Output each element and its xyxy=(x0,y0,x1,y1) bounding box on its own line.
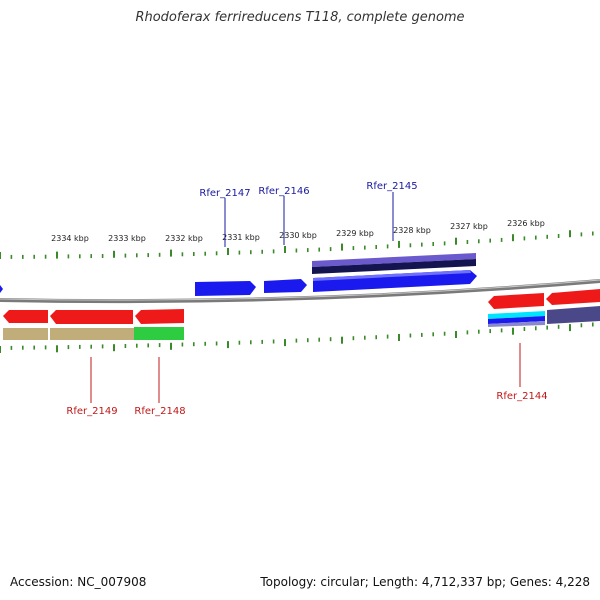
gene-product-bar xyxy=(488,316,545,324)
gene-product-bar xyxy=(488,311,545,319)
forward-gene-arrow[interactable] xyxy=(264,279,307,293)
reverse-gene-arrow[interactable] xyxy=(488,293,544,309)
kbp-label: 2329 kbp xyxy=(336,229,374,238)
kbp-label: 2332 kbp xyxy=(165,234,203,243)
accession-value: NC_007908 xyxy=(77,575,147,589)
genome-title: Rhodoferax ferrireducens T118, complete … xyxy=(135,10,465,25)
topology-info: Topology: circular; Length: 4,712,337 bp… xyxy=(260,575,590,589)
gene-product-bar xyxy=(134,327,184,340)
forward-gene-arrow[interactable] xyxy=(313,270,477,292)
reverse-gene-arrow[interactable] xyxy=(3,310,48,323)
forward-gene-arrow[interactable] xyxy=(0,285,3,293)
kbp-label: 2334 kbp xyxy=(51,234,89,243)
scale-ticks-bottom xyxy=(0,322,594,353)
gene-label-rfer-2147[interactable]: Rfer_2147 xyxy=(199,188,250,199)
forward-gene-shine xyxy=(313,270,471,281)
gene-product-bar xyxy=(312,253,476,267)
gene-label-rfer-2144[interactable]: Rfer_2144 xyxy=(496,391,547,402)
gene-label-rfer-2148[interactable]: Rfer_2148 xyxy=(134,406,185,417)
reverse-gene-arrow[interactable] xyxy=(50,310,133,324)
accession-info: Accession: NC_007908 xyxy=(10,575,146,589)
gene-label-rfer-2149[interactable]: Rfer_2149 xyxy=(66,406,117,417)
gene-product-bar xyxy=(488,321,545,327)
gene-product-bar xyxy=(547,306,600,324)
gene-label-rfer-2145[interactable]: Rfer_2145 xyxy=(366,181,417,192)
genome-backbone xyxy=(0,279,600,304)
scale-ticks-top xyxy=(0,230,594,259)
kbp-label: 2328 kbp xyxy=(393,226,431,235)
reverse-gene-arrow[interactable] xyxy=(546,289,600,305)
kbp-label: 2330 kbp xyxy=(279,231,317,240)
kbp-label: 2326 kbp xyxy=(507,219,545,228)
gene-product-bar xyxy=(3,328,48,340)
gene-product-bar xyxy=(50,328,134,340)
gene-product-bar xyxy=(312,259,476,274)
reverse-gene-arrow[interactable] xyxy=(135,309,184,324)
genome-backbone-highlight xyxy=(0,279,600,301)
forward-gene-arrow[interactable] xyxy=(195,281,256,296)
accession-label: Accession: xyxy=(10,575,74,589)
kbp-label: 2327 kbp xyxy=(450,222,488,231)
gene-label-rfer-2146[interactable]: Rfer_2146 xyxy=(258,186,309,197)
kbp-label: 2333 kbp xyxy=(108,234,146,243)
kbp-label: 2331 kbp xyxy=(222,233,260,242)
